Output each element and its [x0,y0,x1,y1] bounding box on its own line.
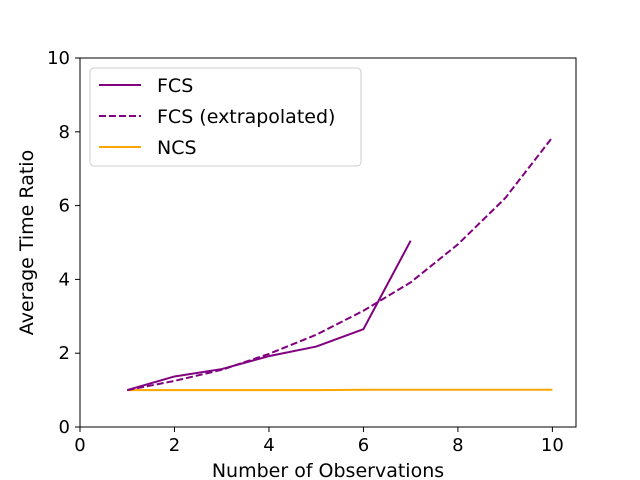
legend-box [89,67,362,167]
y-tick-label: 10 [47,48,70,69]
series-line-fcs [126,240,412,392]
y-tick-label: 8 [59,122,70,143]
x-tick-label: 6 [358,435,369,456]
y-axis-label: Average Time Ratio [16,150,38,335]
legend-label: FCS [157,75,193,97]
plot-frame [79,57,577,428]
x-axis-label: Number of Observations [212,460,444,480]
x-tick-label: 8 [452,435,463,456]
y-tick-label: 4 [59,269,70,290]
legend-label: FCS (extrapolated) [157,106,335,128]
x-tick-label: 2 [169,435,180,456]
x-tick-label: 0 [74,435,85,456]
y-tick-label: 0 [59,417,70,438]
series-line-fcs-extrapolated [127,136,554,392]
x-tick-label: 4 [263,435,274,456]
axes: 0 2 4 6 8 10 0 2 4 6 8 10 Number of Observations Aver… [16,48,577,480]
y-tick-label: 6 [59,196,70,217]
y-tick-label: 2 [59,343,70,364]
plot-area [126,136,554,392]
legend-label: NCS [157,137,197,159]
x-tick-label: 10 [541,435,564,456]
legend: FCS FCS (extrapolated) NCS [89,67,362,167]
